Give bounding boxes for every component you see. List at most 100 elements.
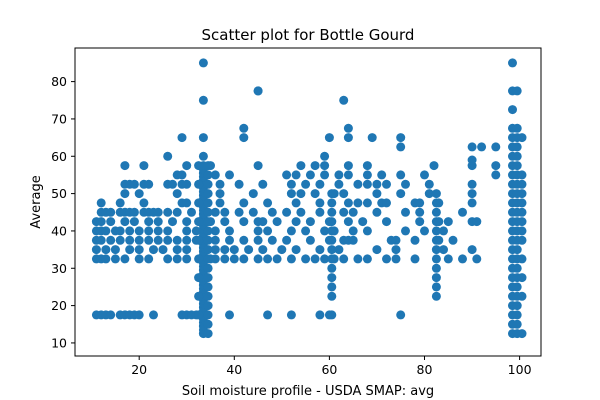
data-point — [203, 207, 213, 217]
data-point — [267, 207, 277, 217]
data-point — [172, 189, 182, 199]
data-point — [203, 179, 213, 189]
data-point — [382, 254, 391, 264]
data-point — [320, 151, 330, 161]
data-point — [291, 245, 301, 255]
data-point — [215, 179, 225, 189]
data-point — [286, 310, 296, 320]
data-point — [134, 245, 144, 255]
data-point — [517, 235, 527, 245]
data-point — [210, 170, 220, 180]
points-layer — [91, 58, 527, 339]
data-point — [315, 207, 325, 217]
data-point — [129, 217, 139, 227]
data-point — [203, 273, 213, 283]
data-point — [431, 198, 441, 208]
data-point — [517, 198, 527, 208]
y-tick-label: 20 — [51, 298, 67, 313]
data-point — [115, 226, 125, 236]
data-point — [431, 254, 441, 264]
data-point — [431, 245, 441, 255]
data-point — [301, 226, 311, 236]
data-point — [220, 245, 230, 255]
y-tick-label: 40 — [51, 223, 67, 238]
data-point — [517, 217, 527, 227]
data-point — [263, 254, 273, 264]
data-point — [134, 226, 144, 236]
data-point — [334, 170, 344, 180]
data-point — [139, 198, 149, 208]
data-point — [512, 282, 522, 292]
data-point — [291, 170, 301, 180]
data-point — [203, 282, 213, 292]
data-point — [163, 226, 173, 236]
data-point — [424, 179, 434, 189]
data-point — [239, 123, 249, 133]
data-point — [420, 170, 429, 180]
data-point — [168, 179, 177, 189]
data-point — [467, 245, 477, 255]
data-point — [210, 245, 220, 255]
data-point — [225, 170, 234, 180]
data-point — [120, 254, 130, 264]
data-point — [327, 245, 337, 255]
data-point — [172, 207, 182, 217]
data-point — [203, 189, 213, 199]
data-point — [286, 226, 296, 236]
data-point — [353, 198, 363, 208]
data-point — [472, 217, 482, 227]
data-point — [443, 217, 453, 227]
data-point — [327, 282, 337, 292]
data-point — [343, 198, 353, 208]
data-point — [282, 170, 292, 180]
data-point — [339, 189, 349, 199]
data-point — [305, 235, 315, 245]
data-point — [467, 155, 477, 165]
data-point — [263, 198, 273, 208]
data-point — [348, 207, 358, 217]
data-point — [467, 189, 477, 199]
data-point — [96, 217, 106, 227]
data-point — [134, 189, 144, 199]
data-point — [472, 254, 482, 264]
data-point — [327, 273, 337, 283]
data-point — [194, 273, 204, 283]
data-point — [263, 310, 273, 320]
data-point — [477, 142, 487, 152]
data-point — [517, 189, 527, 199]
y-axis-label: Average — [29, 175, 44, 228]
x-axis-label: Soil moisture profile - USDA SMAP: avg — [182, 384, 434, 399]
data-point — [215, 198, 225, 208]
data-point — [305, 170, 315, 180]
data-point — [194, 254, 204, 264]
data-point — [512, 86, 522, 96]
data-point — [198, 133, 208, 143]
data-point — [517, 329, 527, 339]
data-point — [415, 217, 425, 227]
data-point — [439, 226, 448, 236]
x-tick-label: 60 — [321, 362, 337, 377]
data-point — [220, 254, 230, 264]
data-point — [203, 301, 213, 311]
data-point — [286, 179, 296, 189]
data-point — [431, 226, 441, 236]
data-point — [182, 226, 192, 236]
data-point — [182, 235, 192, 245]
data-point — [512, 142, 522, 152]
data-point — [134, 235, 144, 245]
data-point — [491, 142, 501, 152]
data-point — [439, 245, 448, 255]
data-point — [220, 217, 230, 227]
data-point — [296, 161, 306, 171]
data-point — [182, 161, 192, 171]
data-point — [429, 161, 439, 171]
data-point — [512, 301, 522, 311]
data-point — [512, 319, 522, 329]
y-tick-label: 30 — [51, 261, 67, 276]
data-point — [172, 235, 182, 245]
data-point — [210, 254, 220, 264]
data-point — [401, 179, 410, 189]
data-point — [253, 254, 263, 264]
data-point — [182, 254, 192, 264]
y-tick-label: 10 — [51, 335, 67, 350]
